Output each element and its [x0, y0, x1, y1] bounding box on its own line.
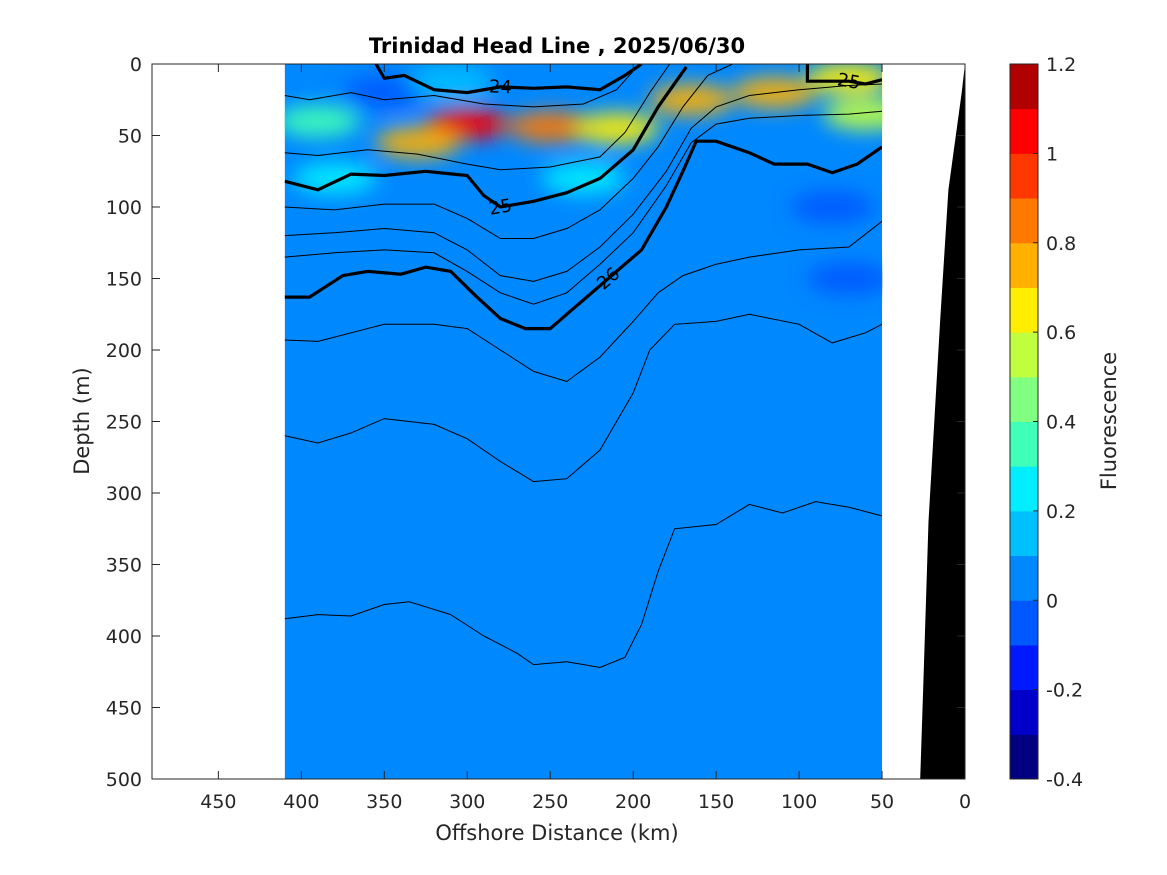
x-tick-label: 200 — [615, 791, 651, 813]
colorbar-swatch — [1010, 600, 1038, 646]
colorbar-swatch — [1010, 242, 1038, 288]
colorbar-tick-label: 0.8 — [1046, 233, 1076, 255]
chart-title: Trinidad Head Line , 2025/06/30 — [369, 34, 745, 58]
density-contour — [284, 139, 883, 331]
y-tick-label: 250 — [106, 412, 142, 434]
y-tick-label: 300 — [106, 483, 142, 505]
x-tick-label: 50 — [870, 791, 894, 813]
y-tick-label: 500 — [106, 769, 142, 791]
density-contour — [284, 64, 671, 171]
x-tick-label: 300 — [449, 791, 485, 813]
density-contour — [284, 83, 883, 282]
fluorescence-field — [284, 64, 883, 779]
seafloor-shape — [920, 64, 965, 779]
colorbar-swatch — [1010, 153, 1038, 199]
x-tick-label: 350 — [366, 791, 402, 813]
fluorescence-patch — [541, 162, 626, 195]
contour-label: 25 — [836, 69, 862, 94]
colorbar-swatch — [1010, 466, 1038, 512]
colorbar-swatch — [1010, 510, 1038, 557]
x-tick-label: 450 — [200, 791, 236, 813]
x-tick-label: 150 — [698, 791, 734, 813]
x-axis-label: Offshore Distance (km) — [435, 821, 678, 845]
contour-label: 24 — [489, 76, 513, 98]
x-tick-label: 0 — [959, 791, 971, 813]
fluorescence-patch — [292, 162, 377, 195]
colorbar-tick-label: -0.2 — [1046, 680, 1083, 702]
fluorescence-patch — [806, 262, 883, 295]
fluorescence-patch — [342, 76, 427, 109]
colorbar-swatch — [1010, 734, 1038, 780]
colorbar-swatch — [1010, 64, 1038, 110]
density-contour — [284, 220, 883, 383]
density-contour — [284, 65, 688, 209]
fluorescence-patch — [574, 112, 659, 145]
colorbar-tick-label: 0.6 — [1046, 322, 1076, 344]
colorbar-tick-label: 0.4 — [1046, 412, 1076, 434]
x-axis-ticks: 450 400 350 300 250 200 150 100 50 0 — [200, 64, 971, 813]
fluorescence-patch — [375, 126, 460, 159]
y-tick-label: 200 — [106, 340, 142, 362]
contour-label: 25 — [487, 195, 513, 220]
colorbar-swatch — [1010, 198, 1038, 244]
colorbar-swatch — [1010, 555, 1038, 601]
y-tick-label: 450 — [106, 698, 142, 720]
density-contour — [284, 64, 733, 239]
y-axis-label: Depth (m) — [70, 367, 94, 474]
y-tick-label: 100 — [106, 197, 142, 219]
fluorescence-patch — [284, 105, 360, 138]
density-contour — [374, 64, 643, 95]
fluorescence-patch — [508, 110, 593, 143]
colorbar — [1009, 63, 1039, 780]
y-tick-label: 150 — [106, 269, 142, 291]
fluorescence-patches — [284, 64, 883, 295]
colorbar-tick-label: -0.4 — [1046, 769, 1083, 791]
colorbar-tick-label: 0 — [1046, 590, 1058, 612]
colorbar-label: Fluorescence — [1097, 352, 1121, 490]
fluorescence-patch — [806, 64, 883, 95]
colorbar-tick-label: 1 — [1046, 143, 1058, 165]
colorbar-swatch — [1010, 287, 1038, 333]
y-tick-label: 0 — [130, 54, 142, 76]
density-contour — [284, 110, 883, 305]
colorbar-swatch — [1010, 689, 1038, 735]
colorbar-swatch — [1010, 421, 1038, 467]
density-contour — [805, 64, 883, 86]
y-tick-label: 350 — [106, 555, 142, 577]
x-tick-label: 100 — [781, 791, 817, 813]
bathymetry — [920, 64, 965, 779]
x-tick-label: 250 — [532, 791, 568, 813]
fluorescence-patch — [790, 191, 875, 223]
colorbar-tick-label: 0.2 — [1046, 501, 1076, 523]
colorbar-swatch — [1010, 376, 1038, 422]
y-axis-ticks: 0 50 100 150 200 250 300 350 400 450 500 — [106, 54, 965, 791]
colorbar-swatch — [1010, 332, 1038, 378]
colorbar-swatch — [1010, 644, 1038, 691]
density-contour — [284, 70, 634, 108]
colorbar-ticks: 1.2 1 0.8 0.6 0.4 0.2 0 -0.2 -0.4 — [1033, 54, 1083, 791]
colorbar-swatch — [1010, 108, 1038, 154]
x-tick-label: 400 — [283, 791, 319, 813]
density-contour — [284, 501, 883, 669]
y-tick-label: 50 — [118, 126, 142, 148]
y-tick-label: 400 — [106, 626, 142, 648]
colorbar-tick-label: 1.2 — [1046, 54, 1076, 76]
density-contour — [284, 313, 883, 483]
